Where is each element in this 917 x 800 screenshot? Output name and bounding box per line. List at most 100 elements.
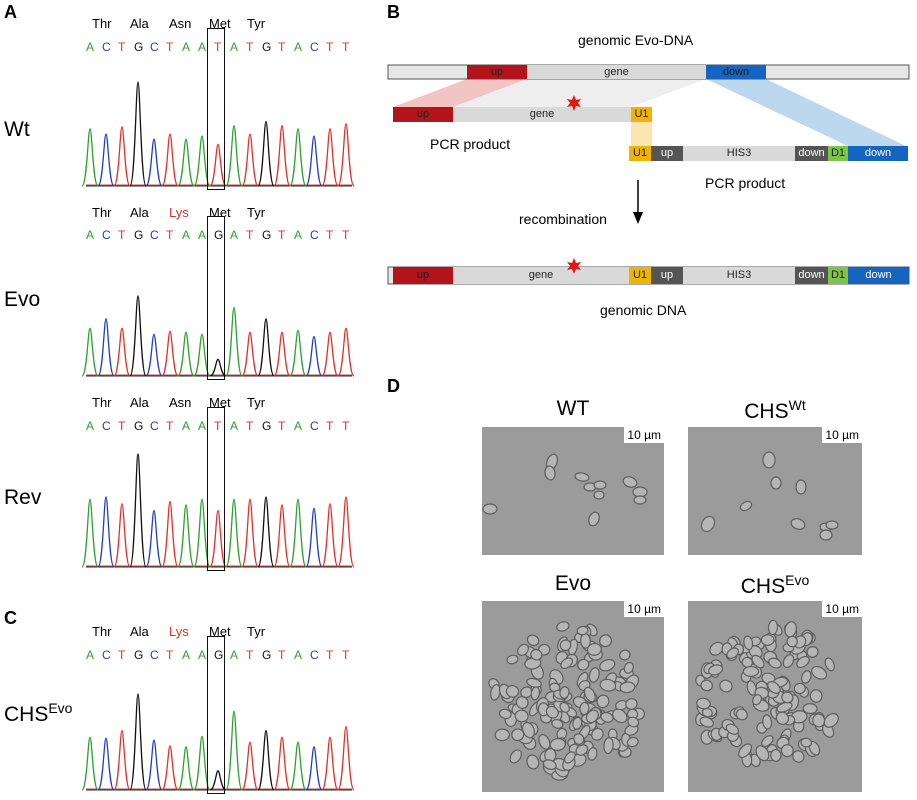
trace-peak-wt-15 — [321, 128, 339, 187]
genomic-evo-dna-title: genomic Evo-DNA — [578, 32, 694, 48]
micro-chswt-cell-4 — [700, 515, 716, 533]
micro-chswt-cell-7 — [825, 520, 839, 530]
trace-peak-wt-6 — [177, 138, 195, 187]
trace-peak-wt-3 — [129, 81, 147, 187]
trace-peak-wt-16 — [337, 122, 355, 187]
trace-peak-wt-8 — [209, 143, 227, 187]
bottom-d1-label: D1 — [830, 269, 846, 281]
scale-bar-label-chs-evo: 10 µm — [822, 601, 862, 617]
micro-wt-cell-8 — [633, 495, 647, 505]
sequence-base-chs-11: G — [262, 648, 272, 662]
sequence-base-evo-7: A — [198, 228, 207, 242]
trace-wt — [81, 81, 355, 187]
trace-peak-wt-4 — [145, 138, 163, 187]
scale-bar-label-evo: 10 µm — [624, 601, 664, 617]
amino-acid-chs-0: Thr — [92, 624, 112, 639]
trace-peak-rev-15 — [321, 503, 339, 568]
pcr2-his3-label: HIS3 — [726, 147, 752, 159]
sequence-base-wt-12: T — [278, 40, 286, 54]
amino-acid-evo-0: Thr — [92, 205, 112, 220]
bottom-gene-label: gene — [528, 269, 554, 281]
micro-chsevo-cell-92 — [823, 713, 839, 728]
micro-evo-cell-145 — [599, 678, 617, 692]
top-gene-segment — [527, 65, 706, 79]
bottom-down-segment — [795, 267, 828, 284]
micro-evo-cell-68 — [514, 709, 529, 723]
top-up-label: up — [490, 66, 504, 78]
sequence-base-wt-2: T — [118, 40, 126, 54]
chromatogram-rev: Rev Thr Ala Asn Met Tyr A C T G C T A A T A T G T A C T T — [0, 0, 380, 580]
sequence-base-chs-16: T — [342, 648, 350, 662]
sequence-base-evo-4: C — [150, 228, 159, 242]
micro-chsevo-cell-51 — [782, 654, 795, 669]
sequence-base-evo-6: A — [182, 228, 191, 242]
micrograph-title-wt: WT — [556, 397, 590, 420]
panel-label-c: C — [4, 608, 17, 628]
micro-chsevo-cell-124 — [743, 635, 754, 651]
amino-acid-wt-1: Ala — [130, 16, 149, 31]
trace-peak-evo-10 — [241, 331, 259, 377]
trace-peak-chs-12 — [273, 736, 291, 791]
amino-acid-evo-1: Ala — [130, 205, 149, 220]
micro-chsevo-cell-65 — [812, 713, 826, 728]
micro-evo-cell-69 — [559, 701, 570, 713]
gene-mapping-band — [453, 79, 706, 107]
micro-chsevo-cell-107 — [700, 679, 713, 692]
sequence-base-rev-14: C — [310, 419, 319, 433]
trace-peak-wt-12 — [273, 125, 291, 187]
micro-evo-cell-127 — [599, 658, 616, 672]
trace-peak-wt-5 — [161, 133, 179, 187]
micro-evo-cell-121 — [583, 686, 596, 703]
pcr-product-label-1: PCR product — [430, 136, 511, 152]
micro-wt-cell-6 — [622, 476, 638, 488]
micro-evo-cell-132 — [560, 657, 574, 670]
trace-peak-rev-3 — [129, 453, 147, 568]
trace-peak-chs-7 — [193, 735, 211, 791]
sequence-base-wt-9: A — [230, 40, 239, 54]
bottom-up2-segment — [651, 267, 683, 284]
chromatogram-chs-evo: CHSEvo Thr Ala Lys Met Tyr A C T G C T A A G A T G T A C T T — [0, 0, 380, 800]
micro-chsevo-cell-121 — [742, 665, 760, 677]
micro-chsevo-cell-42 — [709, 641, 724, 656]
chromatogram-wt: Wt Thr Ala Asn Met Tyr A C T G C T A A T A T G T A C T T — [0, 0, 380, 200]
sequence-base-evo-14: C — [310, 228, 319, 242]
panel-label-b: B — [387, 2, 400, 22]
micro-chsevo-cell-41 — [811, 665, 828, 680]
sequence-base-chs-8: G — [214, 648, 224, 662]
sequence-base-chs-3: G — [134, 648, 144, 662]
scale-bar-label-wt: 10 µm — [624, 427, 664, 443]
trace-peak-chs-4 — [145, 739, 163, 791]
sequence-base-chs-13: A — [294, 648, 303, 662]
micro-chsevo-cell-11 — [719, 679, 733, 693]
pcr2-up-label: up — [660, 147, 674, 159]
pcr1-u1-label: U1 — [634, 108, 649, 120]
trace-peak-evo-13 — [289, 329, 307, 377]
micrograph-evo: 10 µm — [482, 601, 664, 792]
sequence-base-rev-9: A — [230, 419, 239, 433]
micro-evo-cell-138 — [556, 621, 570, 632]
trace-peak-rev-4 — [145, 509, 163, 568]
micro-chswt-cell-3 — [739, 500, 753, 512]
micro-chsevo-cell-125 — [781, 691, 794, 704]
amino-acid-chs-3: Met — [209, 624, 231, 639]
micro-evo-cell-113 — [625, 698, 638, 710]
sequence-base-rev-12: T — [278, 419, 286, 433]
sequence-base-evo-8: G — [214, 228, 224, 242]
sequence-base-wt-1: C — [102, 40, 111, 54]
micro-chsevo-cell-15 — [806, 646, 819, 658]
micro-evo-cell-0 — [619, 649, 631, 661]
micro-chsevo-cell-30 — [800, 670, 812, 684]
pcr2-d1-label: D1 — [830, 147, 846, 159]
micro-chswt-cell-0 — [762, 451, 776, 469]
sequence-base-rev-4: C — [150, 419, 159, 433]
micro-evo-cell-133 — [564, 751, 576, 764]
sequence-base-rev-15: T — [326, 419, 334, 433]
sequence-base-wt-0: A — [86, 40, 95, 54]
micro-evo-cell-81 — [517, 643, 529, 656]
amino-acid-rev-0: Thr — [92, 395, 112, 410]
sequence-base-wt-15: T — [326, 40, 334, 54]
sequence-base-chs-15: T — [326, 648, 334, 662]
bottom-down2-segment — [848, 267, 909, 284]
micro-evo-cell-120 — [579, 701, 590, 716]
pcr2-up-segment — [651, 146, 683, 161]
